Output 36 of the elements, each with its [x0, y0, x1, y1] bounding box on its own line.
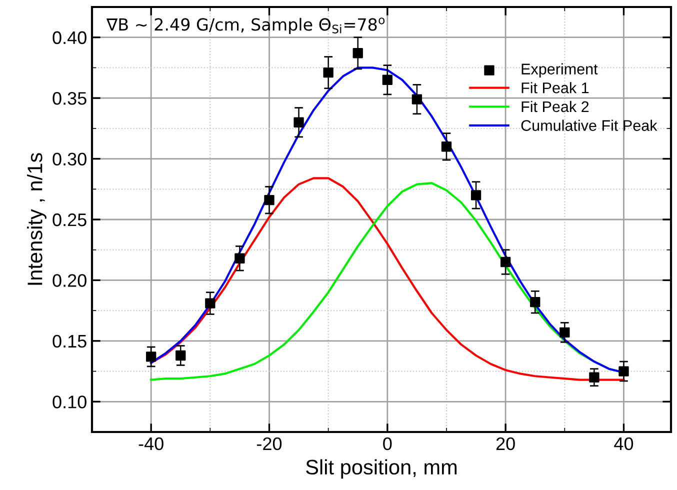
x-tick-label: -40	[138, 437, 164, 450]
x-tick-label: 20	[496, 437, 515, 450]
point	[294, 117, 304, 128]
y-tick-label: 0.35	[52, 92, 86, 105]
x-tick-label: 0	[383, 437, 392, 450]
y-tick-label: 0.30	[52, 152, 86, 166]
point	[500, 256, 511, 268]
legend-label: Experiment	[522, 63, 598, 78]
point	[146, 352, 156, 362]
point	[234, 253, 245, 264]
point	[352, 48, 363, 58]
y-tick-label: 0.25	[52, 213, 86, 226]
y-tick-label: 0.10	[52, 396, 86, 408]
y-tick-label: 0.15	[52, 334, 86, 348]
x-tick-label: -20	[257, 437, 282, 450]
point	[264, 194, 274, 206]
x-axis-title: Slit position, mm	[306, 459, 457, 479]
point	[618, 366, 629, 376]
y-tick-label: 0.40	[52, 31, 86, 44]
point	[176, 350, 186, 361]
point	[560, 327, 570, 338]
point	[412, 94, 422, 104]
point	[441, 142, 452, 152]
y-tick-label: 0.20	[52, 274, 86, 287]
legend-label: Cumulative Fit Peak	[521, 120, 658, 131]
point	[530, 296, 540, 308]
x-tick-label: 40	[614, 437, 634, 450]
legend-label: Fit Peak 2	[522, 100, 589, 112]
point	[205, 298, 216, 308]
point	[589, 372, 600, 382]
point	[470, 190, 482, 200]
y-axis-title: Intensity , n/1s	[27, 153, 46, 285]
legend-label: Fit Peak 1	[522, 82, 589, 94]
point	[323, 67, 334, 78]
point	[382, 74, 392, 85]
annotation: ∇B ~ 2.49 G/cm, Sample Θ$_{Si}$=78$^{o}$	[106, 18, 385, 34]
